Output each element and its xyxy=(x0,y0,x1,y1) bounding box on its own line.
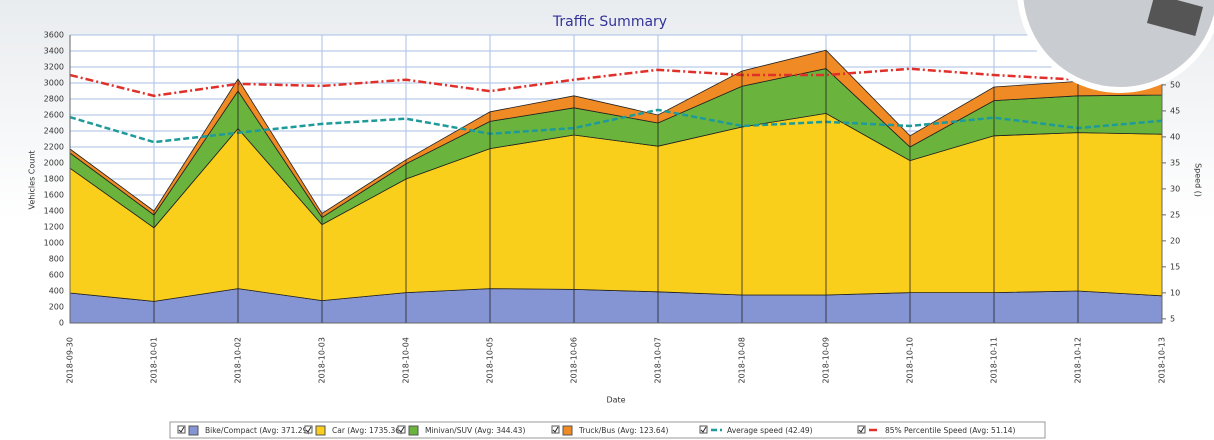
y2-tick-label: 45 xyxy=(1170,106,1180,115)
y-tick-label: 600 xyxy=(49,271,64,280)
y-tick-label: 200 xyxy=(49,303,64,312)
x-tick-label: 2018-10-04 xyxy=(402,337,411,384)
y2-tick-label: 15 xyxy=(1170,262,1180,271)
y-tick-label: 2000 xyxy=(44,159,64,168)
chart: Traffic Summary Date Vehicles Count Spee… xyxy=(0,0,1214,440)
x-tick-label: 2018-10-03 xyxy=(318,337,327,384)
y2-tick-label: 5 xyxy=(1170,314,1175,323)
x-tick-label: 2018-10-01 xyxy=(150,337,159,384)
y2-axis-label: Speed () xyxy=(1194,163,1203,197)
legend-label: 85% Percentile Speed (Avg: 51.14) xyxy=(885,426,1016,435)
y2-tick-label: 40 xyxy=(1170,132,1180,141)
y-tick-label: 2400 xyxy=(44,127,64,136)
y-tick-label: 400 xyxy=(49,287,64,296)
x-tick-label: 2018-10-02 xyxy=(234,337,243,384)
legend: Bike/Compact (Avg: 371.29) Car (Avg: 1735… xyxy=(178,426,1016,435)
area xyxy=(70,289,1162,323)
y2-tick-label: 50 xyxy=(1170,80,1180,89)
legend-swatch xyxy=(563,426,572,435)
legend-label: Car (Avg: 1735.36) xyxy=(332,426,403,435)
legend-label: Minivan/SUV (Avg: 344.43) xyxy=(425,426,525,435)
legend-label: Average speed (42.49) xyxy=(727,426,813,435)
y-tick-label: 2200 xyxy=(44,143,64,152)
x-tick-label: 2018-10-11 xyxy=(990,337,999,384)
x-tick-label: 2018-10-12 xyxy=(1074,337,1083,384)
y2-tick-label: 10 xyxy=(1170,288,1180,297)
x-axis-label: Date xyxy=(606,396,625,405)
y-tick-label: 3600 xyxy=(44,31,64,40)
y-tick-label: 2600 xyxy=(44,111,64,120)
y-tick-label: 1400 xyxy=(44,207,64,216)
x-tick-label: 2018-10-07 xyxy=(654,337,663,384)
x-tick-label: 2018-10-13 xyxy=(1158,337,1167,384)
chart-title: Traffic Summary xyxy=(552,14,667,30)
legend-swatch xyxy=(409,426,418,435)
y-tick-label: 1600 xyxy=(44,191,64,200)
y-axis-label: Vehicles Count xyxy=(28,150,37,209)
x-tick-label: 2018-10-10 xyxy=(906,337,915,384)
x-tick-label: 2018-10-05 xyxy=(486,337,495,384)
y2-tick-label: 35 xyxy=(1170,158,1180,167)
y-tick-label: 2800 xyxy=(44,95,64,104)
y-tick-label: 1000 xyxy=(44,239,64,248)
y-tick-label: 1800 xyxy=(44,175,64,184)
legend-label: Bike/Compact (Avg: 371.29) xyxy=(205,426,310,435)
y-tick-label: 3000 xyxy=(44,79,64,88)
y2-tick-label: 20 xyxy=(1170,236,1180,245)
legend-swatch xyxy=(189,426,198,435)
y-tick-label: 1200 xyxy=(44,223,64,232)
legend-label: Truck/Bus (Avg: 123.64) xyxy=(578,426,668,435)
area xyxy=(70,113,1162,301)
x-tick-label: 2018-10-08 xyxy=(738,337,747,384)
x-tick-label: 2018-10-09 xyxy=(822,337,831,384)
x-tick-label: 2018-09-30 xyxy=(66,337,75,384)
y-tick-label: 3400 xyxy=(44,47,64,56)
y-tick-label: 800 xyxy=(49,255,64,264)
y2-tick-label: 25 xyxy=(1170,210,1180,219)
y-tick-label: 3200 xyxy=(44,63,64,72)
legend-swatch xyxy=(316,426,325,435)
y-tick-label: 0 xyxy=(59,319,64,328)
y2-tick-label: 30 xyxy=(1170,184,1180,193)
x-tick-label: 2018-10-06 xyxy=(570,337,579,384)
